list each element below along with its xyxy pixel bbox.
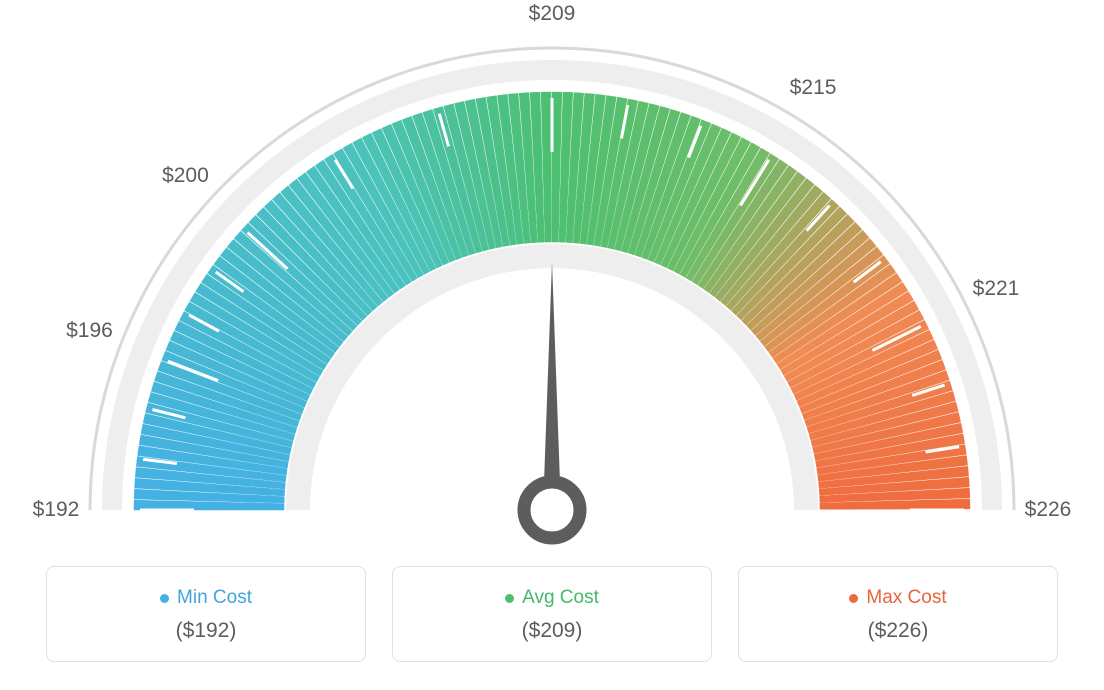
legend-label-row: Min Cost [59,587,353,609]
legend-dot-avg [505,594,514,603]
legend-card-max: Max Cost ($226) [738,566,1058,662]
legend-value-avg: ($209) [405,619,699,643]
legend-row: Min Cost ($192) Avg Cost ($209) Max Cost ($22… [0,566,1104,662]
gauge-tick-label: $215 [790,76,837,100]
gauge-tick-label: $221 [973,277,1020,301]
legend-card-avg: Avg Cost ($209) [392,566,712,662]
gauge-tick-label: $209 [529,2,576,26]
gauge-tick-label: $196 [66,319,113,343]
gauge-needle [524,262,580,538]
legend-label-row: Max Cost [751,587,1045,609]
gauge-tick-label: $226 [1025,498,1072,522]
legend-value-max: ($226) [751,619,1045,643]
gauge-tick-label: $200 [162,164,209,188]
legend-label-min: Min Cost [177,587,252,609]
gauge-container: $192 $196 $200 $209 $215 $221 $226 [0,0,1104,560]
gauge-svg [0,0,1104,560]
gauge-tick-label: $192 [33,498,80,522]
legend-dot-min [160,594,169,603]
legend-label-avg: Avg Cost [522,587,599,609]
legend-card-min: Min Cost ($192) [46,566,366,662]
legend-dot-max [849,594,858,603]
legend-label-row: Avg Cost [405,587,699,609]
legend-value-min: ($192) [59,619,353,643]
legend-label-max: Max Cost [866,587,946,609]
